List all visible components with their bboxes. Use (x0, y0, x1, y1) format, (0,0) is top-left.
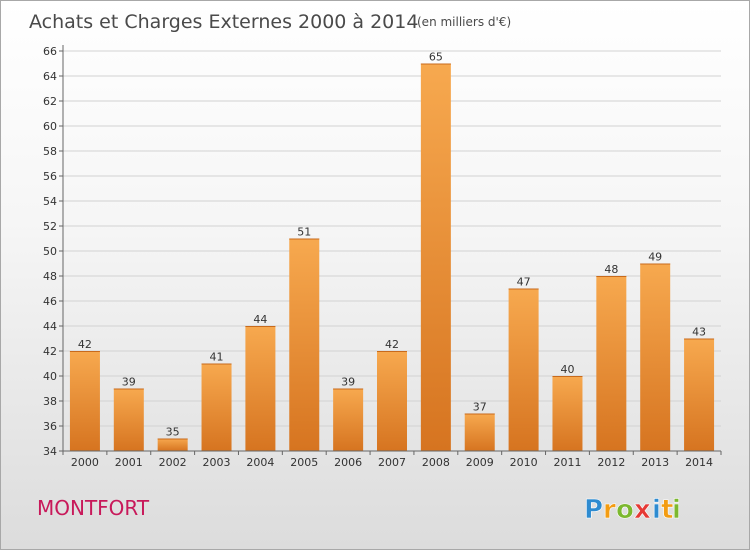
logo-letter: r (603, 495, 616, 525)
bar-2011 (552, 376, 583, 451)
y-tick-label: 54 (43, 195, 57, 208)
bar-2007 (377, 351, 407, 451)
logo-letter: x (634, 495, 651, 525)
x-tick-label-2009: 2009 (466, 456, 494, 469)
value-label-2000: 42 (78, 338, 92, 351)
value-label-2003: 41 (210, 351, 224, 364)
y-tick-label: 50 (43, 245, 57, 258)
bar-2001 (113, 388, 144, 451)
value-label-2013: 49 (648, 251, 662, 264)
y-tick-label: 42 (43, 345, 57, 358)
x-tick-label-2012: 2012 (597, 456, 625, 469)
logo-letter: i (672, 495, 681, 525)
x-tick-label-2014: 2014 (685, 456, 713, 469)
x-tick-label-2007: 2007 (378, 456, 406, 469)
bar-2010 (508, 288, 539, 451)
x-tick-label-2001: 2001 (115, 456, 143, 469)
x-tick-label-2013: 2013 (641, 456, 669, 469)
y-tick-label: 40 (43, 370, 57, 383)
x-tick-label-2004: 2004 (246, 456, 274, 469)
bar-2008 (420, 63, 451, 451)
y-tick-label: 62 (43, 95, 57, 108)
y-tick-label: 66 (43, 45, 57, 58)
bar-2006 (333, 388, 364, 451)
x-tick-label-2003: 2003 (203, 456, 231, 469)
value-label-2006: 39 (341, 376, 355, 389)
bar-2002 (157, 438, 188, 451)
logo-letter: t (661, 495, 673, 525)
y-tick-label: 34 (43, 445, 57, 458)
place-name: MONTFORT (37, 496, 150, 520)
x-axis-ticks: 2000 2001 2002 2003 2004 2005 2006 2007 2008 2009… (62, 451, 722, 469)
bar-2003 (201, 363, 232, 451)
y-tick-label: 36 (43, 420, 57, 433)
logo-letter: P (584, 495, 603, 525)
y-tick-label: 52 (43, 220, 57, 233)
bar-2005 (289, 238, 320, 451)
chart-subtitle: (en milliers d'€) (417, 15, 511, 29)
x-tick-label-2006: 2006 (334, 456, 362, 469)
y-tick-label: 44 (43, 320, 57, 333)
bar-2004 (245, 326, 276, 451)
x-tick-label-2010: 2010 (510, 456, 538, 469)
bars (69, 63, 715, 451)
value-label-2005: 51 (297, 226, 311, 239)
value-label-2009: 37 (473, 401, 487, 414)
value-label-2001: 39 (122, 376, 136, 389)
value-label-2008: 65 (429, 51, 443, 64)
chart-title: Achats et Charges Externes 2000 à 2014 (29, 11, 418, 33)
y-axis-ticks: 34 36 38 40 42 44 46 48 50 52 54 56 58 60 62 64 66 (43, 45, 63, 458)
value-label-2002: 35 (166, 426, 180, 439)
x-tick-label-2000: 2000 (71, 456, 99, 469)
value-label-2007: 42 (385, 338, 399, 351)
x-tick-label-2011: 2011 (553, 456, 581, 469)
axes (62, 45, 721, 452)
grid (63, 50, 721, 452)
bar-2000 (69, 351, 100, 451)
bar-2013 (640, 263, 671, 451)
value-label-2004: 44 (253, 313, 267, 326)
value-labels: 42 39 35 41 44 51 39 42 65 37 47 40 48 49 43 (78, 51, 706, 439)
bar-2012 (596, 276, 627, 451)
y-tick-label: 38 (43, 395, 57, 408)
logo-letter: i (652, 495, 661, 525)
x-tick-label-2002: 2002 (159, 456, 187, 469)
y-tick-label: 46 (43, 295, 57, 308)
y-tick-label: 56 (43, 170, 57, 183)
y-tick-label: 64 (43, 70, 57, 83)
x-tick-label-2008: 2008 (422, 456, 450, 469)
y-tick-label: 60 (43, 120, 57, 133)
logo-letter: o (616, 495, 634, 525)
value-label-2011: 40 (560, 363, 574, 376)
value-label-2012: 48 (604, 263, 618, 276)
y-tick-label: 48 (43, 270, 57, 283)
bar-2009 (464, 413, 495, 451)
value-label-2014: 43 (692, 326, 706, 339)
value-label-2010: 47 (517, 276, 531, 289)
x-tick-label-2005: 2005 (290, 456, 318, 469)
y-tick-label: 58 (43, 145, 57, 158)
bar-2014 (684, 338, 715, 451)
